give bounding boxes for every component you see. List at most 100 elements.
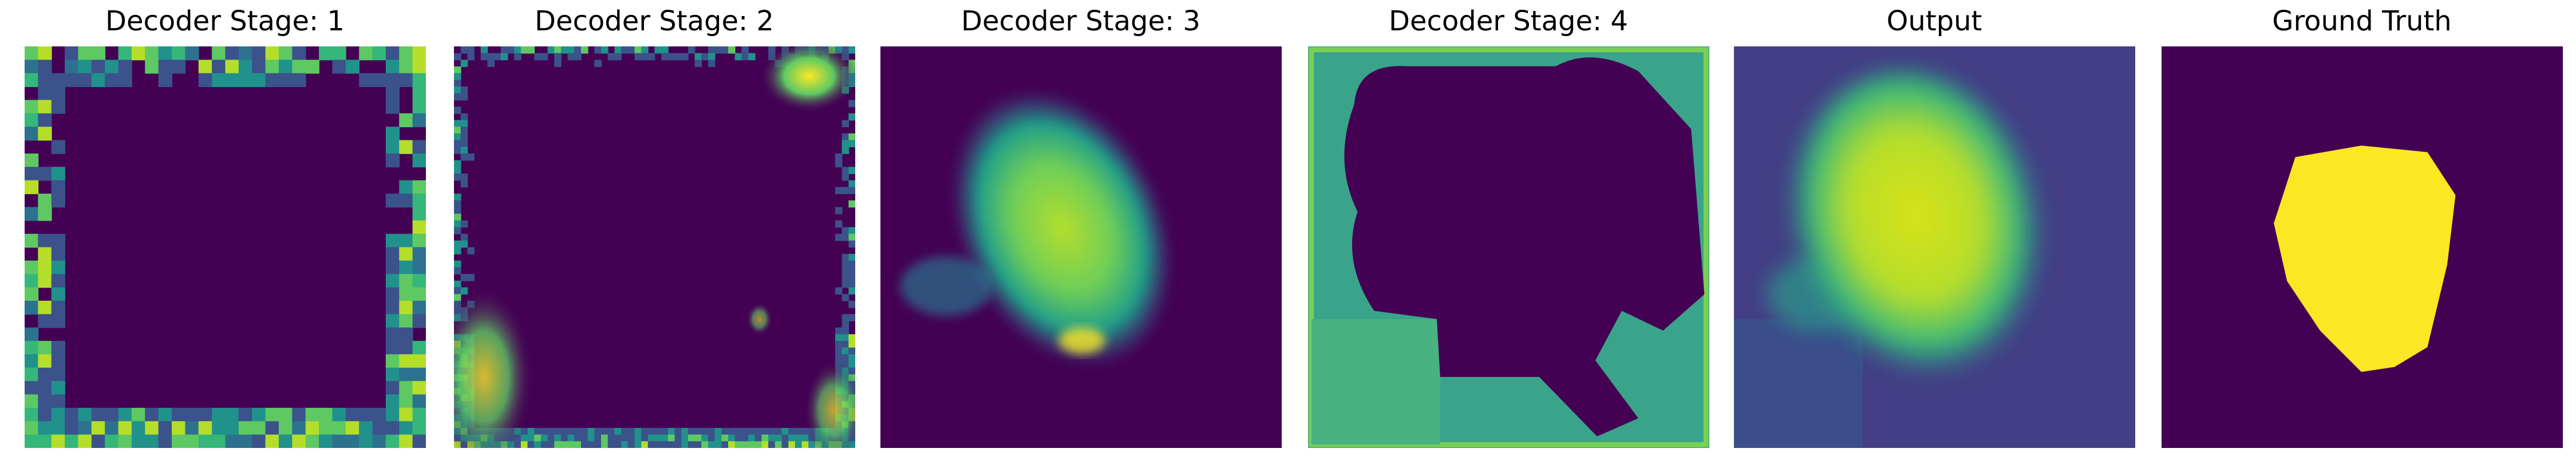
activation-cell	[38, 354, 52, 368]
activation-cell	[801, 434, 809, 442]
activation-cell	[399, 367, 413, 382]
activation-cell	[51, 73, 65, 87]
activation-cell	[728, 441, 736, 448]
activation-cell	[292, 60, 306, 74]
activation-cell	[265, 407, 279, 422]
activation-cell	[385, 381, 400, 395]
activation-cell	[534, 434, 542, 442]
activation-cell	[38, 194, 52, 208]
activation-cell	[385, 367, 400, 382]
activation-cell	[454, 200, 461, 208]
activation-cell	[841, 314, 850, 321]
activation-cell	[172, 434, 186, 448]
activation-cell	[741, 441, 749, 448]
activation-cell	[694, 434, 702, 442]
activation-cell	[25, 274, 39, 288]
activation-cell	[701, 441, 709, 448]
activation-cell	[714, 434, 722, 442]
activation-cell	[319, 407, 333, 422]
activation-cell	[91, 73, 106, 87]
activation-cell	[385, 140, 400, 154]
activation-cell	[332, 421, 346, 435]
activation-cell	[634, 434, 642, 442]
activation-cell	[412, 234, 426, 248]
activation-cell	[225, 46, 239, 61]
activation-cell	[527, 434, 535, 442]
activation-cell	[185, 434, 199, 448]
activation-cell	[460, 147, 468, 154]
activation-cell	[848, 361, 855, 368]
activation-cell	[185, 421, 199, 435]
activation-cell	[385, 300, 400, 315]
activation-cell	[145, 407, 159, 422]
activation-cell	[567, 46, 575, 54]
activation-cell	[574, 434, 582, 442]
activation-cell	[278, 60, 293, 74]
activation-cell	[265, 46, 279, 61]
activation-cell	[412, 247, 426, 261]
activation-cell	[460, 140, 468, 148]
activation-cell	[835, 327, 843, 335]
activation-cell	[514, 441, 521, 448]
activation-cell	[399, 180, 413, 194]
activation-cell	[198, 421, 212, 435]
activation-cell	[399, 247, 413, 261]
activation-cell	[158, 46, 172, 61]
activation-cell	[594, 441, 602, 448]
activation-cell	[460, 173, 468, 181]
activation-cell	[580, 46, 588, 54]
activation-cell	[38, 247, 52, 261]
activation-cell	[412, 260, 426, 275]
activation-cell	[305, 421, 319, 435]
activation-cell	[835, 153, 843, 161]
activation-cell	[454, 140, 461, 148]
activation-cell	[399, 260, 413, 275]
activation-cell	[412, 341, 426, 355]
activation-cell	[359, 434, 373, 448]
activation-cell	[212, 60, 226, 74]
activation-cell	[580, 434, 588, 442]
activation-cell	[681, 434, 689, 442]
activation-cell	[25, 260, 39, 275]
mask-panel	[2162, 46, 2563, 448]
activation-cell	[761, 441, 769, 448]
activation-cell	[399, 421, 413, 435]
ground-truth-mask	[2274, 146, 2456, 372]
activation-cell	[527, 441, 535, 448]
activation-cell	[587, 441, 595, 448]
activation-cell	[91, 46, 106, 61]
activation-cell	[661, 46, 669, 54]
activation-cell	[332, 60, 346, 74]
activation-cell	[385, 194, 400, 208]
activation-cell	[385, 287, 400, 301]
activation-cell	[728, 46, 736, 54]
activation-cell	[385, 407, 400, 422]
activation-cell	[634, 53, 642, 61]
activation-cell	[641, 46, 649, 54]
activation-cell	[614, 434, 622, 442]
activation-cell	[345, 60, 360, 74]
activation-cell	[25, 207, 39, 221]
activation-cell	[554, 60, 562, 67]
activation-cell	[38, 60, 52, 74]
activation-cell	[788, 434, 796, 442]
activation-cell	[560, 427, 568, 435]
activation-cell	[51, 100, 65, 114]
activation-cell	[385, 314, 400, 328]
activation-cell	[385, 247, 400, 261]
activation-cell	[775, 427, 783, 435]
activation-cell	[412, 274, 426, 288]
activation-cell	[278, 73, 293, 87]
activation-cell	[567, 441, 575, 448]
activation-cell	[721, 427, 729, 435]
activation-cell	[848, 314, 855, 321]
activation-cell	[848, 341, 855, 348]
activation-cell	[467, 46, 475, 54]
activation-cell	[454, 247, 461, 255]
activation-cell	[399, 407, 413, 422]
activation-cell	[734, 53, 742, 61]
activation-cell	[225, 421, 239, 435]
activation-cell	[118, 421, 132, 435]
activation-cell	[412, 354, 426, 368]
